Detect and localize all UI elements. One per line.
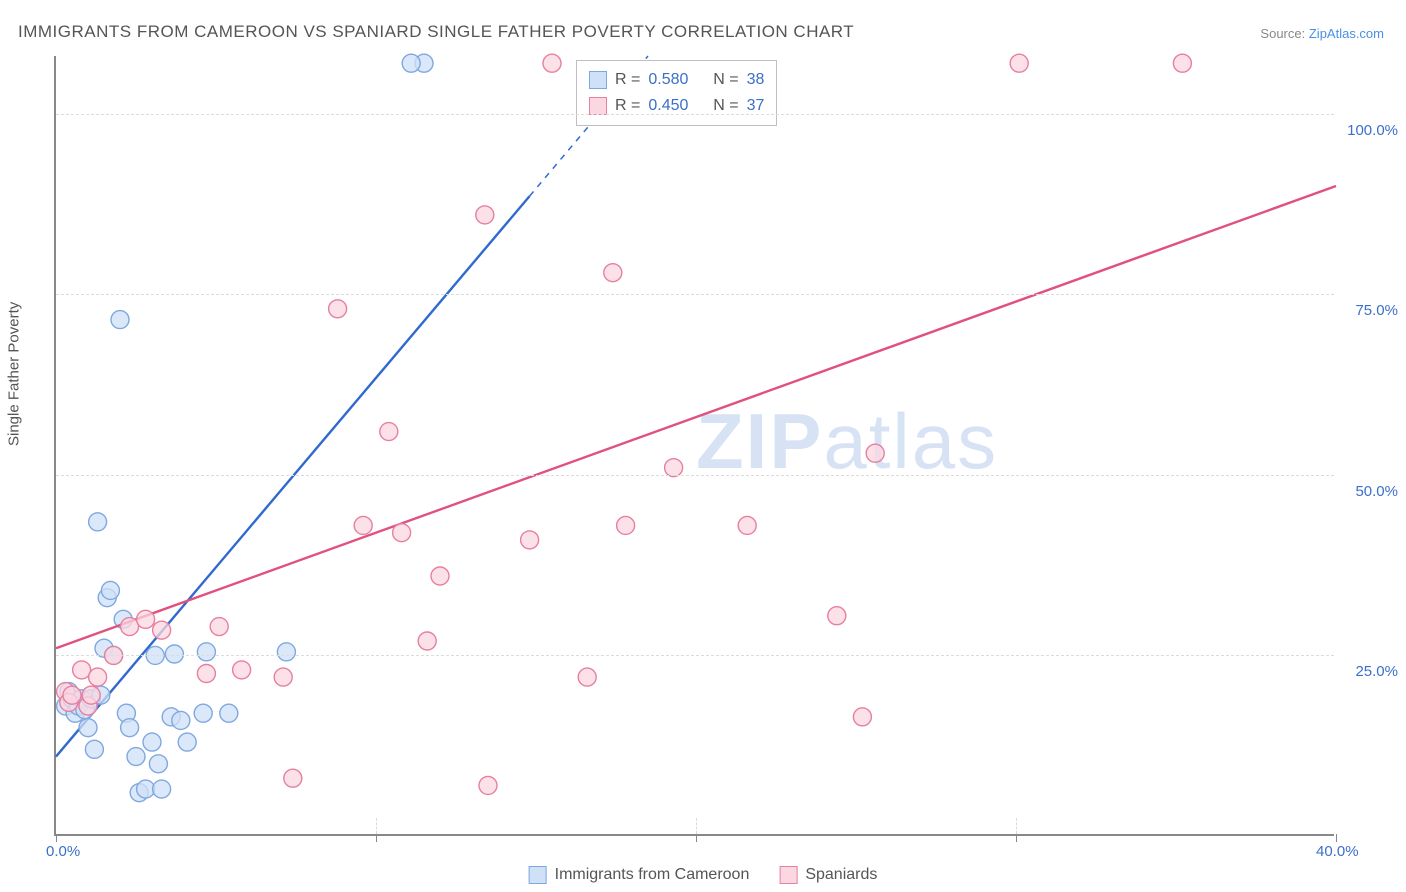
x-tick [1336, 834, 1337, 842]
data-point [274, 668, 292, 686]
data-point [85, 740, 103, 758]
data-point [521, 531, 539, 549]
x-tick-label: 0.0% [46, 843, 80, 860]
data-point [197, 665, 215, 683]
legend-n-value: 38 [747, 71, 765, 89]
y-tick-label: 75.0% [1355, 302, 1398, 319]
chart-title: IMMIGRANTS FROM CAMEROON VS SPANIARD SIN… [18, 22, 854, 42]
x-tick [696, 834, 697, 842]
series-label: Immigrants from Cameroon [555, 866, 750, 884]
x-tick-stub [1016, 818, 1017, 834]
x-tick [56, 834, 57, 842]
plot-area: ZIPatlas R =0.580 N =38R =0.450 N =37 25… [54, 56, 1334, 836]
correlation-legend: R = 0.580 N = 38 R = 0.450 N = 37 [576, 60, 777, 126]
data-point [194, 704, 212, 722]
y-tick-label: 25.0% [1355, 663, 1398, 680]
data-point [1173, 54, 1191, 72]
data-point [578, 668, 596, 686]
gridline-h [56, 475, 1334, 476]
data-point [121, 618, 139, 636]
legend-r-label: R = [615, 97, 640, 115]
data-point [220, 704, 238, 722]
gridline-h [56, 294, 1334, 295]
legend-n-value: 37 [747, 97, 765, 115]
data-point [143, 733, 161, 751]
data-point [354, 516, 372, 534]
legend-row: R = 0.450 N = 37 [589, 93, 764, 119]
y-tick-label: 100.0% [1347, 122, 1398, 139]
data-point [431, 567, 449, 585]
data-point [89, 668, 107, 686]
data-point [111, 311, 129, 329]
legend-row: R = 0.580 N = 38 [589, 67, 764, 93]
series-legend: Immigrants from Cameroon Spaniards [529, 866, 878, 884]
legend-n-label: N = [713, 71, 738, 89]
legend-swatch [589, 71, 607, 89]
data-point [82, 686, 100, 704]
legend-r-label: R = [615, 71, 640, 89]
source-prefix: Source: [1260, 26, 1305, 41]
data-point [380, 423, 398, 441]
legend-swatch [779, 866, 797, 884]
data-point [393, 524, 411, 542]
data-point [178, 733, 196, 751]
data-point [828, 607, 846, 625]
gridline-h [56, 114, 1334, 115]
data-point [89, 513, 107, 531]
chart-svg [56, 56, 1336, 836]
gridline-h [56, 655, 1334, 656]
data-point [617, 516, 635, 534]
data-point [127, 748, 145, 766]
data-point [79, 719, 97, 737]
data-point [153, 621, 171, 639]
legend-r-value: 0.580 [648, 71, 688, 89]
data-point [210, 618, 228, 636]
data-point [329, 300, 347, 318]
y-axis-title: Single Father Poverty [6, 302, 23, 446]
data-point [738, 516, 756, 534]
data-point [476, 206, 494, 224]
data-point [101, 581, 119, 599]
data-point [479, 776, 497, 794]
data-point [73, 661, 91, 679]
y-tick-label: 50.0% [1355, 483, 1398, 500]
series-legend-item: Immigrants from Cameroon [529, 866, 750, 884]
regression-line [56, 186, 1336, 648]
data-point [233, 661, 251, 679]
data-point [418, 632, 436, 650]
data-point [1010, 54, 1028, 72]
data-point [153, 780, 171, 798]
data-point [277, 643, 295, 661]
data-point [149, 755, 167, 773]
x-tick [1016, 834, 1017, 842]
source-link[interactable]: ZipAtlas.com [1309, 26, 1384, 41]
data-point [121, 719, 139, 737]
data-point [402, 54, 420, 72]
source-label: Source: ZipAtlas.com [1260, 26, 1384, 41]
regression-line [56, 196, 530, 756]
series-legend-item: Spaniards [779, 866, 877, 884]
x-tick-stub [696, 818, 697, 834]
data-point [604, 264, 622, 282]
data-point [172, 711, 190, 729]
legend-swatch [529, 866, 547, 884]
data-point [866, 444, 884, 462]
x-tick-label: 40.0% [1316, 843, 1359, 860]
data-point [165, 645, 183, 663]
data-point [137, 610, 155, 628]
legend-r-value: 0.450 [648, 97, 688, 115]
data-point [63, 686, 81, 704]
data-point [284, 769, 302, 787]
x-tick-stub [376, 818, 377, 834]
data-point [543, 54, 561, 72]
series-label: Spaniards [805, 866, 877, 884]
data-point [853, 708, 871, 726]
legend-swatch [589, 97, 607, 115]
legend-n-label: N = [713, 97, 738, 115]
x-tick [376, 834, 377, 842]
data-point [197, 643, 215, 661]
